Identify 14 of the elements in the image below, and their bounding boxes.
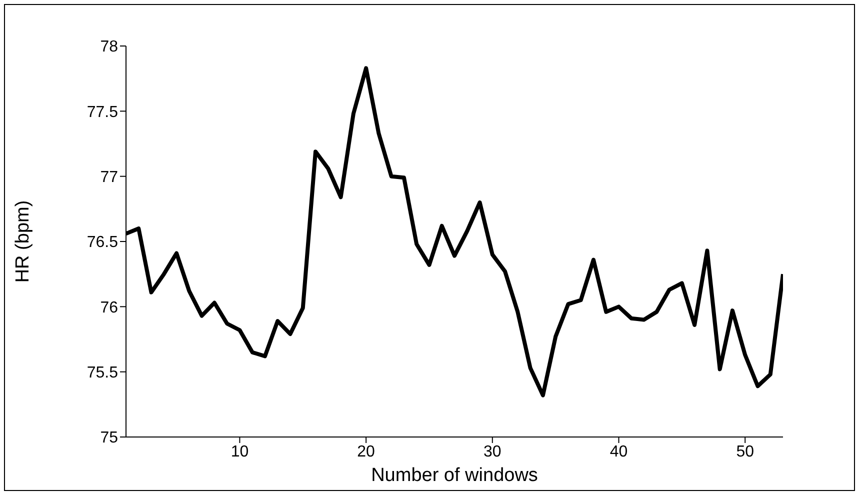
y-tick-label: 75.5 <box>86 364 118 382</box>
x-axis-title: Number of windows <box>371 465 538 486</box>
x-tick-label: 40 <box>610 443 628 460</box>
x-tick-label: 10 <box>230 443 249 460</box>
y-tick-label: 76 <box>100 299 118 316</box>
y-axis-title: HR (bpm) <box>12 200 34 283</box>
y-tick-label: 75 <box>100 430 118 447</box>
y-tick-label: 77.5 <box>86 104 118 121</box>
x-tick-label: 20 <box>357 443 376 460</box>
y-tick-label: 76.5 <box>86 234 118 252</box>
x-tick-label: 50 <box>736 443 754 460</box>
y-tick-label: 78 <box>100 38 118 56</box>
x-tick-label: 30 <box>484 443 502 460</box>
y-tick-label: 77 <box>100 169 118 186</box>
